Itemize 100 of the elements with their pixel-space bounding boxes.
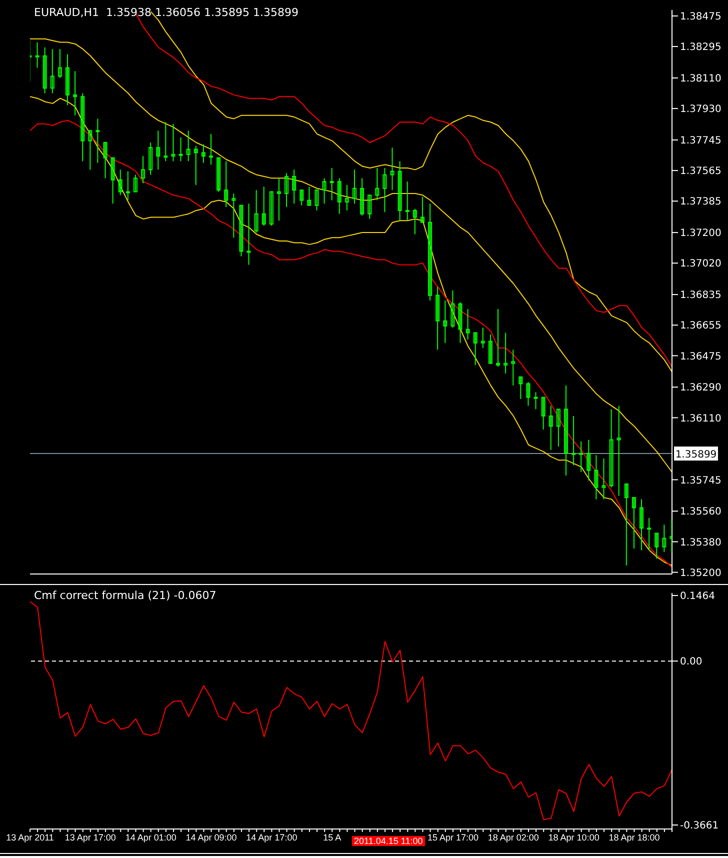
candlestick (382, 167, 387, 213)
candlestick (269, 191, 274, 226)
candlestick (609, 408, 614, 488)
candlestick (480, 327, 485, 349)
y-tick-label: 1.36655 (680, 320, 722, 332)
candlestick (496, 308, 500, 368)
candlestick (518, 376, 523, 400)
candlestick (133, 174, 138, 192)
y-tick-label: 0.1464 (680, 591, 715, 602)
candlestick (194, 145, 198, 186)
y-tick-label: 1.36290 (680, 382, 722, 394)
candlestick (632, 497, 636, 550)
candlestick (65, 54, 70, 106)
candlestick (262, 186, 266, 226)
candlestick (436, 286, 440, 350)
candlestick (564, 384, 568, 476)
candlestick (148, 142, 153, 176)
candlestick (254, 190, 258, 234)
x-tick-label: 15 A (323, 832, 342, 842)
candlestick (73, 70, 78, 116)
y-tick-label: -0.3661 (680, 820, 719, 832)
candlestick (88, 130, 92, 170)
candlestick (337, 178, 342, 214)
candlestick (224, 160, 228, 208)
candlestick (292, 169, 296, 204)
candlestick (458, 302, 462, 344)
candlestick (640, 498, 644, 551)
candlestick (443, 300, 448, 344)
y-tick-label: 1.35560 (680, 506, 722, 518)
candlestick (504, 332, 508, 374)
candlestick (572, 416, 576, 466)
text: 2011.04.15 11:00 (352, 836, 425, 846)
y-tick-label: 1.37565 (680, 166, 722, 178)
candlestick (428, 203, 432, 301)
candlestick (368, 194, 372, 220)
candlestick (526, 382, 530, 406)
y-tick-label: 1.37385 (680, 196, 722, 208)
candlestick (511, 349, 516, 386)
candlestick (344, 184, 349, 211)
x-tick-label: 18 Apr 18:00 (608, 832, 660, 842)
y-tick-label: 1.36835 (680, 290, 722, 302)
candlestick (534, 392, 538, 410)
candlestick (208, 134, 213, 166)
candlestick (156, 130, 160, 170)
candlestick (141, 156, 146, 184)
candlestick (412, 208, 417, 235)
candlestick (322, 178, 326, 204)
x-tick-label: 13 Apr 2011 (6, 832, 54, 842)
candlestick (450, 290, 455, 328)
x-tick-label: 13 Apr 17:00 (64, 832, 116, 842)
line-series (30, 601, 672, 820)
x-tick-label: 14 Apr 01:00 (125, 832, 176, 842)
candlestick (314, 190, 319, 211)
candlestick (579, 440, 584, 473)
candlestick (216, 157, 221, 192)
candlestick (164, 122, 168, 162)
candlestick (624, 483, 628, 566)
candlestick (80, 92, 85, 162)
candlestick (594, 454, 598, 500)
y-tick-label: 1.35200 (680, 568, 722, 579)
candlestick (390, 147, 394, 191)
candlestick (616, 405, 621, 496)
candlestick (284, 172, 289, 208)
candlestick (352, 169, 356, 204)
y-tick-label: 1.37930 (680, 104, 722, 116)
y-tick-label: 1.35380 (680, 537, 722, 548)
y-tick-label: 1.37020 (680, 258, 722, 270)
candlestick (58, 48, 62, 78)
candlestick (647, 517, 652, 551)
candlestick (548, 405, 553, 450)
x-tick-label: 15 Apr 17:00 (427, 832, 478, 842)
y-tick-label: 1.37200 (680, 228, 722, 240)
candlestick (201, 144, 206, 164)
candlestick (602, 458, 606, 500)
candlestick (186, 130, 190, 162)
candlestick (42, 46, 47, 94)
x-tick-label: 18 Apr 10:00 (548, 832, 600, 842)
candlestick (126, 170, 130, 201)
candlestick (300, 190, 304, 206)
candlestick (375, 167, 380, 201)
candlestick (232, 192, 236, 238)
x-tick-label: 18 Apr 02:00 (488, 832, 539, 842)
candlestick (103, 142, 108, 179)
candlestick (360, 178, 364, 216)
candlestick (398, 160, 402, 222)
y-tick-label: 1.38110 (680, 74, 722, 84)
line-series (30, 38, 672, 473)
chart-title: Cmf correct formula (21) -0.0607 (34, 589, 216, 602)
candlestick (488, 334, 492, 364)
candlestick (586, 439, 591, 482)
y-tick-label: 1.38295 (680, 42, 722, 54)
candlestick (654, 532, 659, 560)
candlestick (118, 169, 122, 196)
x-tick-label: 14 Apr 09:00 (186, 832, 237, 842)
candlestick (405, 181, 410, 222)
chart-title: EURAUD,H1 1.35938 1.36056 1.35895 1.35899 (34, 6, 298, 19)
y-tick-label: 1.37745 (680, 136, 722, 147)
candlestick (307, 186, 312, 206)
candlestick (473, 332, 478, 366)
candlestick (466, 308, 470, 340)
